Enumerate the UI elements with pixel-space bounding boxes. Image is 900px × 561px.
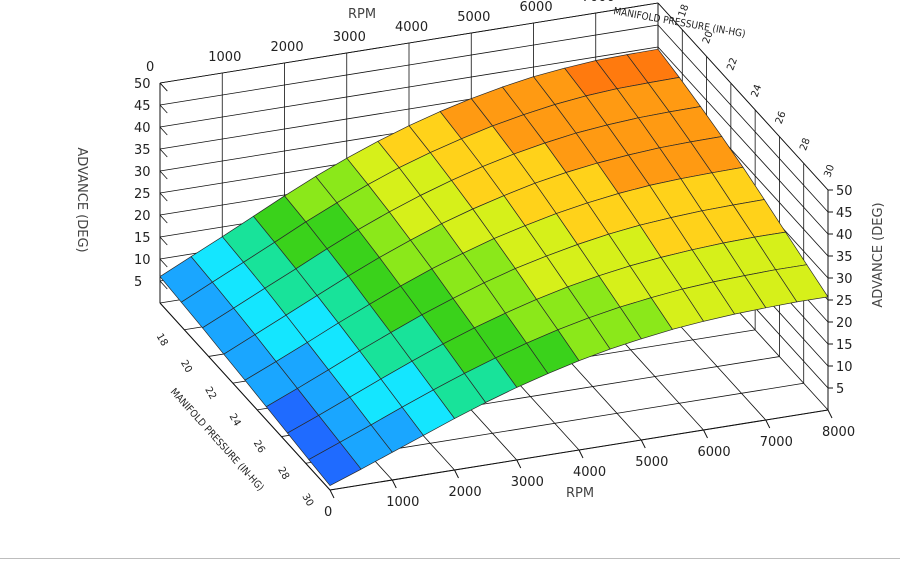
advance-right-tick-label: 50 (836, 184, 853, 199)
rpm-top-tick-label: 4000 (395, 20, 428, 35)
mp-top-tick-label: 24 (750, 83, 765, 99)
mp-top-tick-label: 28 (798, 137, 813, 153)
mp-left-tick-label: 22 (202, 385, 218, 402)
surface-cell (308, 441, 362, 487)
bottom-divider (0, 558, 900, 559)
advance-left-tick-label: 5 (134, 275, 142, 290)
advance-left-tick-label: 15 (134, 231, 151, 246)
grid-line (159, 170, 168, 180)
surface-mesh (159, 48, 829, 487)
grid-line (159, 236, 168, 246)
grid-line (159, 126, 168, 136)
advance-right-tick-label: 35 (836, 250, 853, 265)
rpm-tick-mark (391, 479, 397, 489)
grid-line (159, 258, 168, 268)
rpm-top-tick-label: 2000 (271, 40, 304, 55)
advance-left-tick-label: 20 (134, 209, 151, 224)
grid-line (159, 46, 659, 128)
advance-left-tick-label: 30 (134, 165, 151, 180)
advance-right-tick-label: 45 (836, 206, 853, 221)
grid-line (159, 2, 659, 84)
rpm-bottom-tick-label: 1000 (386, 495, 419, 510)
mp-left-tick-label: 28 (275, 465, 291, 482)
rpm-top-tick-label: 1000 (208, 50, 241, 65)
advance-right-tick-label: 40 (836, 228, 853, 243)
rpm-bottom-axis-title: RPM (566, 486, 594, 501)
rpm-front-axis-line (329, 409, 829, 491)
rpm-bottom-tick-label: 3000 (511, 475, 544, 490)
advance-right-tick-label: 10 (836, 360, 853, 375)
advance-right-tick-label: 15 (836, 338, 853, 353)
grid-line (657, 2, 829, 191)
rpm-tick-mark (578, 449, 584, 459)
grid-line (159, 280, 168, 290)
rpm-tick-mark (516, 459, 522, 469)
advance-right-tick-label: 20 (836, 316, 853, 331)
grid-line (159, 82, 168, 92)
grid-line (159, 148, 168, 158)
grid-line (657, 46, 829, 235)
rpm-top-tick-label: 5000 (457, 10, 490, 25)
rpm-tick-mark (703, 429, 708, 439)
front-axes (159, 189, 833, 499)
rpm-top-tick-label: 6000 (520, 0, 553, 15)
mp-top-tick-label: 30 (822, 163, 837, 179)
grid-line (159, 104, 168, 114)
mp-left-tick-label: 26 (251, 439, 267, 456)
rpm-bottom-tick-label: 8000 (822, 425, 855, 440)
grid-line (657, 24, 829, 213)
mp-top-tick-label: 22 (725, 56, 740, 72)
advance-left-tick-label: 45 (134, 99, 151, 114)
mp-left-axis-line (159, 302, 331, 491)
advance-left-axis-title: ADVANCE (DEG) (74, 147, 89, 252)
rpm-tick-mark (765, 419, 771, 429)
rpm-tick-mark (640, 439, 646, 449)
rpm-bottom-tick-label: 5000 (635, 455, 668, 470)
advance-left-tick-label: 50 (134, 77, 151, 92)
mp-top-tick-label: 18 (677, 3, 692, 19)
rpm-bottom-tick-label: 4000 (573, 465, 606, 480)
grid-line (159, 192, 168, 202)
advance-right-tick-label: 25 (836, 294, 853, 309)
mp-left-tick-label: 24 (227, 412, 243, 429)
mp-left-tick-label: 30 (299, 492, 315, 509)
rpm-tick-mark (329, 489, 335, 499)
grid-line (159, 24, 659, 106)
rpm-top-tick-label: 0 (146, 60, 154, 75)
advance-left-tick-label: 25 (134, 187, 151, 202)
mp-top-tick-label: 20 (701, 30, 716, 46)
rpm-bottom-tick-label: 7000 (760, 435, 793, 450)
mp-left-tick-label: 18 (154, 332, 170, 349)
grid-line (159, 214, 168, 224)
advance-left-tick-label: 40 (134, 121, 151, 136)
mp-top-tick-label: 26 (774, 110, 789, 126)
rpm-bottom-tick-label: 6000 (698, 445, 731, 460)
advance-left-tick-label: 35 (134, 143, 151, 158)
advance-right-tick-label: 5 (836, 382, 844, 397)
rpm-bottom-tick-label: 2000 (449, 485, 482, 500)
rpm-tick-mark (454, 469, 459, 479)
advance-right-axis-title: ADVANCE (DEG) (871, 202, 886, 307)
rpm-tick-mark (827, 409, 833, 419)
rpm-bottom-tick-label: 0 (324, 505, 332, 520)
advance-right-tick-label: 30 (836, 272, 853, 287)
advance-left-tick-label: 10 (134, 253, 151, 268)
mp-left-tick-label: 20 (178, 358, 194, 375)
rpm-top-tick-label: 7000 (582, 0, 615, 5)
rpm-top-axis-title: RPM (348, 7, 376, 22)
rpm-top-tick-label: 3000 (333, 30, 366, 45)
